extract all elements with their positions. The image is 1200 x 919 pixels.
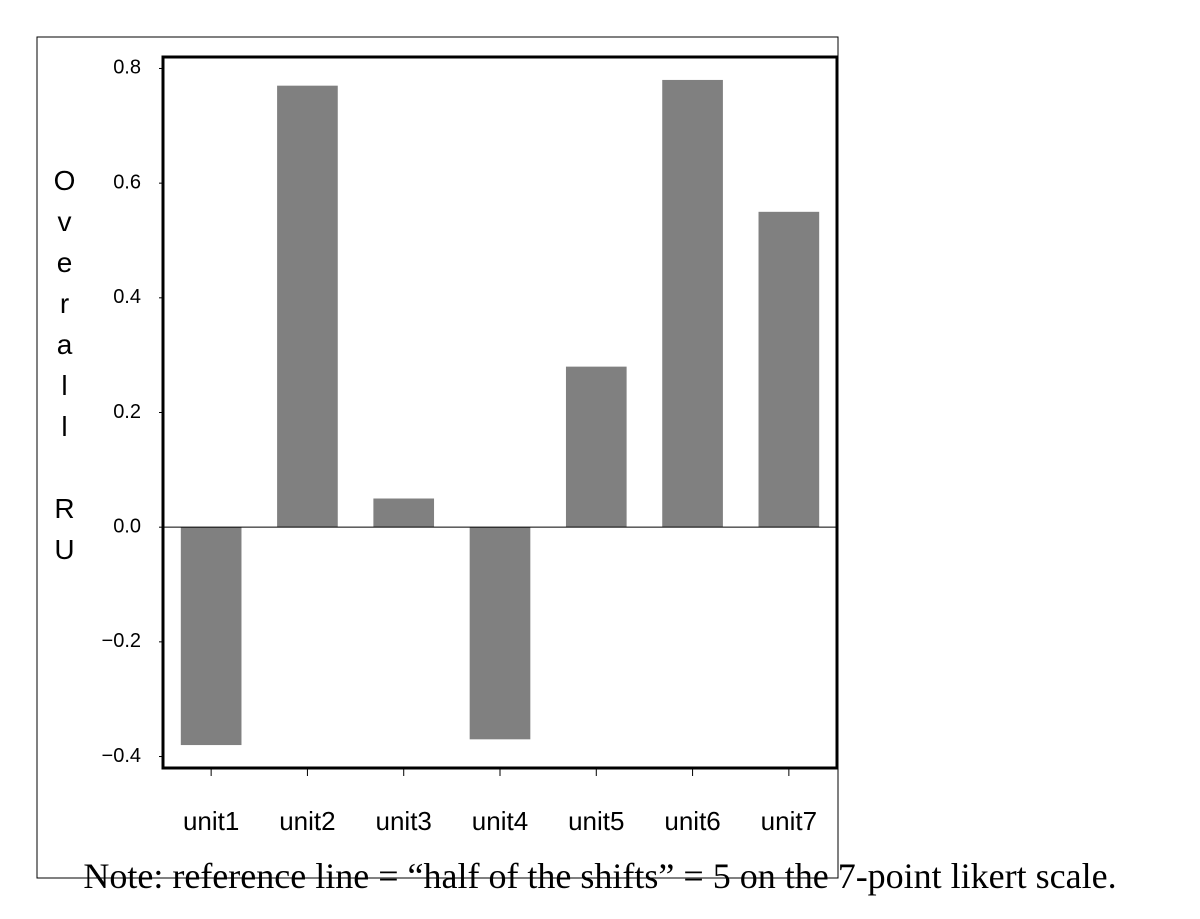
x-tick-label: unit6 [664, 806, 720, 836]
bar [758, 211, 820, 528]
y-tick-label: 0.8 [113, 57, 141, 79]
y-tick-label: 0.0 [113, 515, 141, 537]
y-tick-label: 0.2 [113, 401, 141, 423]
bar [565, 366, 627, 528]
y-tick-label: −0.4 [102, 745, 141, 767]
y-tick-label: 0.6 [113, 171, 141, 193]
y-axis-label: Overall RU [49, 165, 80, 575]
note: Note: reference line = “half of the shif… [83, 856, 1117, 896]
x-tick-label: unit5 [568, 806, 624, 836]
bar [277, 85, 338, 528]
y-tick-label: −0.2 [102, 630, 141, 652]
y-tick-label: 0.4 [113, 286, 141, 308]
bar [662, 79, 723, 528]
x-tick-label: unit3 [376, 806, 432, 836]
x-tick-label: unit4 [472, 806, 528, 836]
x-tick-label: unit2 [279, 806, 335, 836]
bar [180, 527, 242, 746]
bar [373, 498, 435, 528]
x-tick-label: unit7 [761, 806, 817, 836]
x-tick-label: unit1 [183, 806, 239, 836]
bar [469, 527, 531, 740]
